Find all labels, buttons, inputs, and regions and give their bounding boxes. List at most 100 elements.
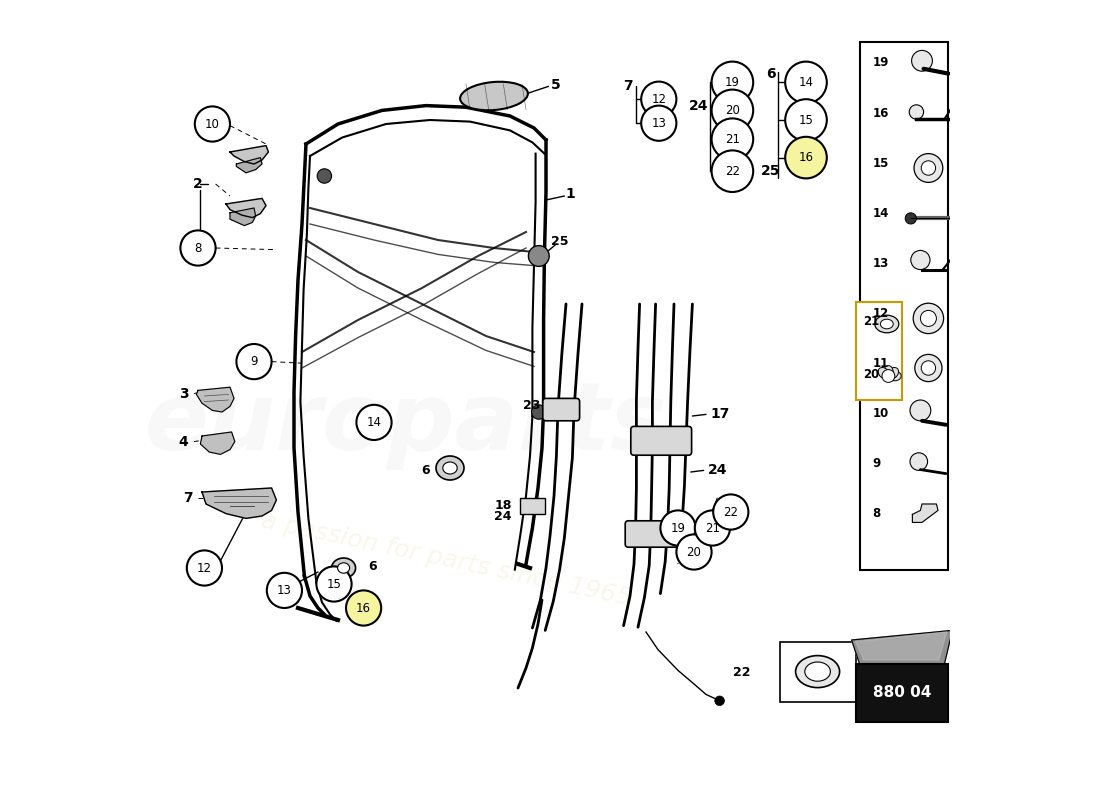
- Text: 9: 9: [872, 457, 881, 470]
- Text: 1: 1: [565, 187, 575, 202]
- Ellipse shape: [331, 558, 355, 578]
- Text: 25: 25: [551, 235, 569, 248]
- Text: 14: 14: [872, 207, 889, 220]
- Circle shape: [712, 62, 754, 103]
- Text: 20: 20: [864, 368, 880, 381]
- Circle shape: [712, 118, 754, 160]
- FancyBboxPatch shape: [625, 521, 694, 547]
- Circle shape: [921, 310, 936, 326]
- Text: 4: 4: [178, 434, 188, 449]
- Text: 20: 20: [686, 546, 702, 558]
- Circle shape: [785, 99, 827, 141]
- Text: 25: 25: [761, 164, 781, 178]
- Polygon shape: [230, 208, 255, 226]
- Polygon shape: [226, 198, 266, 218]
- Text: 12: 12: [651, 93, 667, 106]
- Text: 8: 8: [872, 507, 881, 520]
- Ellipse shape: [874, 315, 899, 333]
- Circle shape: [910, 453, 927, 470]
- Circle shape: [531, 405, 546, 419]
- FancyBboxPatch shape: [542, 398, 580, 421]
- Circle shape: [641, 82, 676, 117]
- Text: 17: 17: [710, 406, 729, 421]
- Text: 13: 13: [651, 117, 667, 130]
- Circle shape: [905, 213, 916, 224]
- Text: 24: 24: [707, 462, 727, 477]
- Text: 21: 21: [725, 133, 740, 146]
- Circle shape: [921, 361, 936, 375]
- Text: 12: 12: [197, 562, 212, 574]
- Polygon shape: [200, 432, 234, 454]
- Circle shape: [715, 696, 725, 706]
- Text: a passion for parts since 1965: a passion for parts since 1965: [258, 509, 634, 611]
- Polygon shape: [230, 146, 268, 164]
- Ellipse shape: [795, 656, 839, 687]
- Ellipse shape: [883, 366, 893, 378]
- Text: 12: 12: [872, 307, 889, 320]
- Circle shape: [785, 62, 827, 103]
- Circle shape: [676, 534, 712, 570]
- FancyBboxPatch shape: [860, 42, 948, 570]
- Text: 16: 16: [872, 107, 889, 120]
- Text: 880 04: 880 04: [872, 686, 932, 700]
- FancyBboxPatch shape: [630, 426, 692, 455]
- Text: 22: 22: [724, 506, 738, 518]
- Text: 18: 18: [494, 499, 512, 512]
- Circle shape: [921, 161, 936, 175]
- Polygon shape: [912, 504, 938, 522]
- Ellipse shape: [888, 367, 899, 379]
- Circle shape: [882, 370, 894, 382]
- Text: 19: 19: [872, 56, 889, 69]
- Circle shape: [660, 510, 695, 546]
- Ellipse shape: [436, 456, 464, 480]
- Text: 7: 7: [624, 79, 634, 94]
- Circle shape: [187, 550, 222, 586]
- Text: 5: 5: [551, 78, 561, 92]
- Text: 10: 10: [872, 407, 889, 420]
- Text: 13: 13: [872, 257, 889, 270]
- Circle shape: [712, 150, 754, 192]
- Text: 8: 8: [195, 242, 201, 254]
- Text: 24: 24: [689, 98, 708, 113]
- Text: 11: 11: [872, 357, 889, 370]
- Text: 6: 6: [421, 464, 429, 477]
- Text: 15: 15: [872, 157, 889, 170]
- Text: 6: 6: [368, 560, 376, 573]
- Text: 16: 16: [356, 602, 371, 614]
- Circle shape: [180, 230, 216, 266]
- Circle shape: [346, 590, 382, 626]
- Ellipse shape: [805, 662, 830, 681]
- Circle shape: [317, 169, 331, 183]
- Circle shape: [785, 137, 827, 178]
- FancyBboxPatch shape: [856, 302, 902, 400]
- Ellipse shape: [460, 82, 528, 110]
- Circle shape: [528, 246, 549, 266]
- Polygon shape: [851, 630, 953, 664]
- Text: 3: 3: [179, 386, 188, 401]
- Text: 15: 15: [327, 578, 341, 590]
- Polygon shape: [202, 488, 276, 518]
- Text: 6: 6: [766, 67, 775, 82]
- Circle shape: [195, 106, 230, 142]
- Polygon shape: [197, 387, 234, 412]
- Text: 2: 2: [194, 177, 202, 191]
- Ellipse shape: [443, 462, 458, 474]
- Text: 7: 7: [184, 490, 194, 505]
- Ellipse shape: [880, 319, 893, 329]
- FancyBboxPatch shape: [780, 642, 856, 702]
- Text: 19: 19: [725, 76, 740, 89]
- Text: 20: 20: [725, 104, 740, 117]
- Circle shape: [910, 105, 924, 119]
- Circle shape: [713, 494, 748, 530]
- Text: 21: 21: [705, 522, 719, 534]
- Polygon shape: [856, 632, 947, 660]
- Ellipse shape: [889, 371, 901, 381]
- FancyBboxPatch shape: [519, 498, 546, 514]
- Circle shape: [914, 154, 943, 182]
- Text: 22: 22: [733, 666, 750, 678]
- Text: 14: 14: [366, 416, 382, 429]
- Circle shape: [317, 566, 352, 602]
- Text: 13: 13: [277, 584, 292, 597]
- Text: 10: 10: [205, 118, 220, 130]
- Text: 19: 19: [671, 522, 685, 534]
